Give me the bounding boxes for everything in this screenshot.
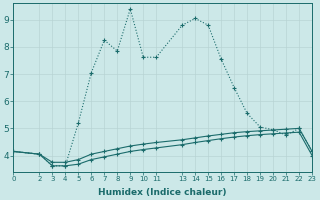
X-axis label: Humidex (Indice chaleur): Humidex (Indice chaleur) xyxy=(99,188,227,197)
